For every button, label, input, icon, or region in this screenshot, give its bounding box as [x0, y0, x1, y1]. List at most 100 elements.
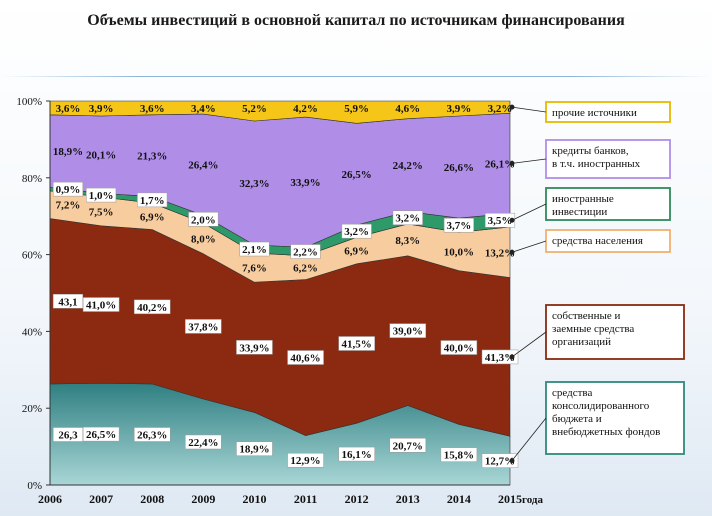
data-label-box: [52, 294, 84, 309]
data-label: 26,1%: [485, 158, 515, 170]
legend-text: иностранные: [552, 193, 614, 205]
data-label: 7,5%: [89, 206, 114, 218]
legend-connector-dot: [509, 458, 515, 464]
data-label: 26,4%: [188, 160, 218, 172]
y-tick-label: 0%: [27, 480, 42, 492]
legend-text: организаций: [552, 336, 611, 348]
data-label: 12,9%: [290, 455, 320, 467]
legend-connector: [511, 240, 547, 253]
data-label: 26,6%: [444, 162, 474, 174]
x-tick-label: 2014: [447, 492, 471, 506]
data-label: 3,6%: [56, 103, 81, 115]
legend-connector: [511, 331, 547, 358]
data-label: 3,2%: [488, 103, 513, 115]
data-label: 2,2%: [293, 247, 318, 259]
data-label-box: [236, 441, 273, 456]
data-label-box: [440, 447, 478, 462]
legend-connector-dot: [509, 249, 515, 255]
data-label-box: [236, 340, 273, 355]
data-label-box: [484, 212, 516, 228]
data-label: 41,3%: [485, 352, 515, 364]
data-label-box: [133, 427, 171, 442]
data-label: 37,8%: [188, 321, 218, 333]
legend-connector-dot: [509, 354, 515, 360]
legend-connector: [511, 106, 547, 113]
data-label: 2,1%: [242, 244, 267, 256]
area-6: [49, 100, 511, 124]
data-label: 13,2%: [485, 247, 515, 259]
data-label-box: [86, 187, 117, 203]
legend-connector: [511, 417, 547, 461]
data-label-box: [185, 319, 222, 334]
data-label: 3,6%: [140, 103, 165, 115]
data-label: 5,2%: [242, 103, 267, 115]
data-label: 15,8%: [444, 450, 474, 462]
data-label-box: [52, 181, 84, 197]
legend-connector-dot: [509, 160, 515, 166]
x-tick-label: 2011: [294, 492, 317, 506]
data-label: 8,3%: [395, 235, 420, 247]
data-label: 26,5%: [86, 429, 116, 441]
data-label: 6,2%: [293, 263, 318, 275]
data-label: 40,6%: [290, 353, 320, 365]
data-label-box: [290, 244, 321, 259]
legend-connector: [511, 158, 547, 164]
data-label: 3,7%: [447, 220, 472, 232]
data-label: 1,0%: [89, 190, 114, 202]
data-label-box: [389, 438, 427, 453]
data-label: 4,6%: [395, 103, 420, 115]
data-label: 20,1%: [86, 150, 116, 162]
data-label-box: [481, 349, 519, 365]
data-label: 26,5%: [342, 169, 372, 181]
x-tick-label: 2008: [140, 492, 164, 506]
data-label: 12,7%: [485, 456, 515, 468]
legend-text: консолидированного: [552, 400, 650, 412]
data-label: 1,7%: [140, 195, 165, 207]
data-label-box: [392, 210, 423, 225]
data-label: 22,4%: [188, 437, 218, 449]
legend-connector-dot: [509, 217, 515, 223]
legend-box: [545, 304, 685, 360]
data-label: 8,0%: [191, 233, 216, 245]
data-label: 18,9%: [239, 444, 269, 456]
y-tick-label: 80%: [22, 173, 42, 185]
legend-text: внебюджетных фондов: [552, 426, 660, 438]
data-label-box: [185, 434, 222, 450]
legend-text: средства: [552, 387, 592, 399]
data-label-box: [338, 336, 375, 351]
data-label: 3,9%: [447, 103, 472, 115]
legend-text: бюджета и: [552, 413, 602, 425]
data-label: 16,1%: [342, 449, 372, 461]
x-axis-label: года: [522, 494, 543, 506]
data-label: 3,2%: [344, 226, 369, 238]
x-tick-label: 2009: [191, 492, 215, 506]
data-label: 40,2%: [137, 302, 167, 314]
data-label: 2,0%: [191, 214, 216, 226]
data-label-box: [389, 323, 427, 338]
data-label: 3,2%: [395, 213, 420, 225]
data-label: 40,0%: [444, 343, 474, 355]
data-label-box: [239, 241, 270, 257]
x-tick-label: 2006: [38, 492, 62, 506]
legend-connector: [511, 203, 547, 221]
data-label-box: [443, 217, 474, 233]
y-tick-label: 20%: [22, 403, 42, 415]
data-label: 43,1: [58, 296, 77, 308]
x-tick-label: 2015: [498, 492, 522, 506]
data-label-box: [287, 452, 324, 468]
legend-connector-dot: [509, 104, 515, 110]
data-label: 5,9%: [344, 103, 369, 115]
data-label: 33,9%: [290, 177, 320, 189]
legend-text: прочие источники: [552, 107, 637, 119]
data-label: 7,6%: [242, 263, 267, 275]
data-label: 26,3: [58, 430, 78, 442]
legend-box: [545, 381, 685, 455]
data-label: 18,9%: [53, 146, 83, 158]
x-tick-label: 2010: [242, 492, 266, 506]
page-title: Объемы инвестиций в основной капитал по …: [87, 12, 625, 29]
data-label-box: [481, 453, 519, 468]
data-label: 26,3%: [137, 430, 167, 442]
data-label-box: [440, 340, 478, 355]
data-label: 3,9%: [89, 103, 114, 115]
